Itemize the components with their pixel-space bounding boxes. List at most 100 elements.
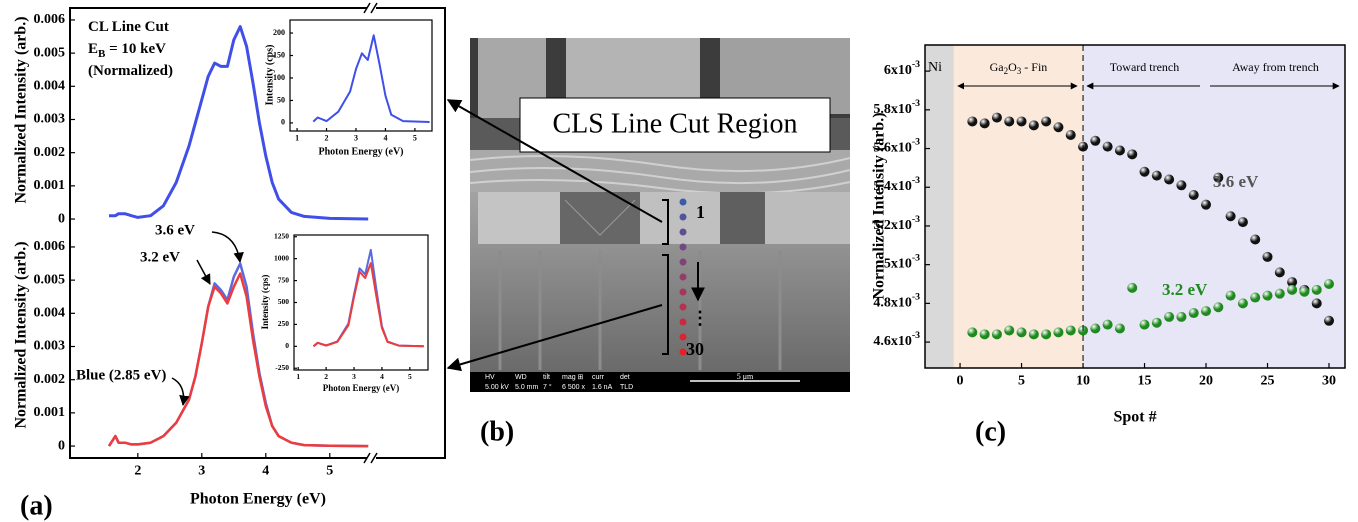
data-point <box>1090 324 1100 334</box>
data-point <box>1127 283 1137 293</box>
y-tick-label: -250 <box>275 363 289 372</box>
x-tick-label: 1 <box>295 133 299 142</box>
info-value: TLD <box>620 384 633 391</box>
data-point <box>1029 120 1039 130</box>
data-point <box>1152 171 1162 181</box>
data-point <box>967 116 977 126</box>
x-tick-label: 3 <box>354 133 358 142</box>
info-value: 1.6 nA <box>592 384 613 391</box>
data-point <box>1115 324 1125 334</box>
info-label: tilt <box>543 374 550 381</box>
y-tick-text: 5x10 <box>884 257 912 272</box>
data-point <box>1115 145 1125 155</box>
data-point <box>1189 190 1199 200</box>
region-label-part: Toward trench <box>1110 60 1179 74</box>
data-point <box>1041 116 1051 126</box>
data-point <box>1053 122 1063 132</box>
y-axis-title: Normalized Intensity (arb.) <box>13 16 30 203</box>
x-tick-label: 30 <box>1322 374 1336 389</box>
x-tick-label: 3 <box>352 372 356 381</box>
x-tick-label: 15 <box>1138 374 1152 389</box>
annotation-part: E <box>88 41 98 57</box>
y-tick-label: 0 <box>285 341 289 350</box>
x-tick-label: 25 <box>1261 374 1275 389</box>
start-label: 1 <box>696 202 705 222</box>
annotation-arrow <box>172 378 184 405</box>
info-label: det <box>620 374 630 381</box>
y-axis-title: Normalized Intensity (arb.) <box>13 241 30 428</box>
y-tick-label: 6x10-3 <box>884 59 920 78</box>
annotation: 3.2 eV <box>140 249 180 265</box>
annotation: EB = 10 keV <box>88 41 166 59</box>
y-tick-exponent: -3 <box>912 292 920 303</box>
spot-dot <box>680 304 687 311</box>
y-tick-label: 0 <box>58 438 65 453</box>
y-tick-exponent: -3 <box>912 175 920 186</box>
region <box>954 45 1083 368</box>
data-point <box>1226 291 1236 301</box>
ellipsis: ⋮ <box>691 308 709 328</box>
x-tick-label: 2 <box>325 133 329 142</box>
data-point <box>1127 149 1137 159</box>
data-point <box>1066 130 1076 140</box>
spot-dot <box>680 289 687 296</box>
x-tick-label: 4 <box>262 464 269 479</box>
sem-image <box>470 38 850 392</box>
annotation-part: (Normalized) <box>88 63 173 79</box>
spot-dot <box>680 244 687 251</box>
info-label: HV <box>485 374 495 381</box>
info-label: mag ⊞ <box>562 374 584 381</box>
y-tick-text: 6x10 <box>884 63 912 78</box>
info-label: curr <box>592 374 605 381</box>
region-label-part: O <box>1008 60 1017 74</box>
series-label: 3.2 eV <box>1162 280 1208 299</box>
data-point <box>967 327 977 337</box>
data-point <box>1004 116 1014 126</box>
data-point <box>1017 116 1027 126</box>
annotation-part: CL Line Cut <box>88 19 169 35</box>
y-tick-label: 500 <box>278 297 290 306</box>
region-label: Ni <box>928 60 942 75</box>
scale-label: 5 μm <box>737 372 754 381</box>
region-label-part: Ni <box>928 60 942 75</box>
spot-dot <box>680 199 687 206</box>
y-tick-label: 50 <box>277 95 285 104</box>
y-tick-label: 0.001 <box>34 178 66 193</box>
spot-dot <box>680 349 687 356</box>
data-point <box>1029 329 1039 339</box>
y-tick-label: 0.006 <box>34 239 66 254</box>
region-label: Toward trench <box>1110 60 1179 74</box>
y-tick-exponent: -3 <box>912 137 920 148</box>
region-label-part: Ga <box>990 60 1005 74</box>
x-tick-label: 2 <box>324 372 328 381</box>
x-axis-title: Photon Energy (eV) <box>319 146 404 157</box>
info-value: 5.00 kV <box>485 384 509 391</box>
data-point <box>1103 142 1113 152</box>
x-tick-label: 5 <box>1018 374 1025 389</box>
x-tick-label: 5 <box>413 133 417 142</box>
data-point <box>1164 175 1174 185</box>
info-value: 6 500 x <box>562 384 585 391</box>
annotation: 3.6 eV <box>155 222 195 238</box>
y-tick-label: 0.004 <box>34 79 66 94</box>
annotation-part: = 10 keV <box>105 41 166 57</box>
x-tick-label: 4 <box>383 133 387 142</box>
y-tick-label: 0.005 <box>34 272 66 287</box>
data-point <box>1090 136 1100 146</box>
x-tick-label: 0 <box>957 374 964 389</box>
y-tick-label: 0.004 <box>34 306 66 321</box>
spot-dot <box>680 229 687 236</box>
data-point <box>1004 325 1014 335</box>
y-tick-label: 200 <box>273 28 285 37</box>
callout: CLS Line Cut Region <box>553 108 798 139</box>
y-tick-label: 0.003 <box>34 339 66 354</box>
annotation-arrow <box>197 260 210 284</box>
data-point <box>1226 211 1236 221</box>
y-tick-label: 0.002 <box>34 145 66 160</box>
data-point <box>1324 279 1334 289</box>
x-tick-label: 1 <box>296 372 300 381</box>
y-tick-label: 0.002 <box>34 372 66 387</box>
y-tick-label: 4.6x10-3 <box>873 330 920 349</box>
data-point <box>1238 298 1248 308</box>
data-point <box>1176 312 1186 322</box>
